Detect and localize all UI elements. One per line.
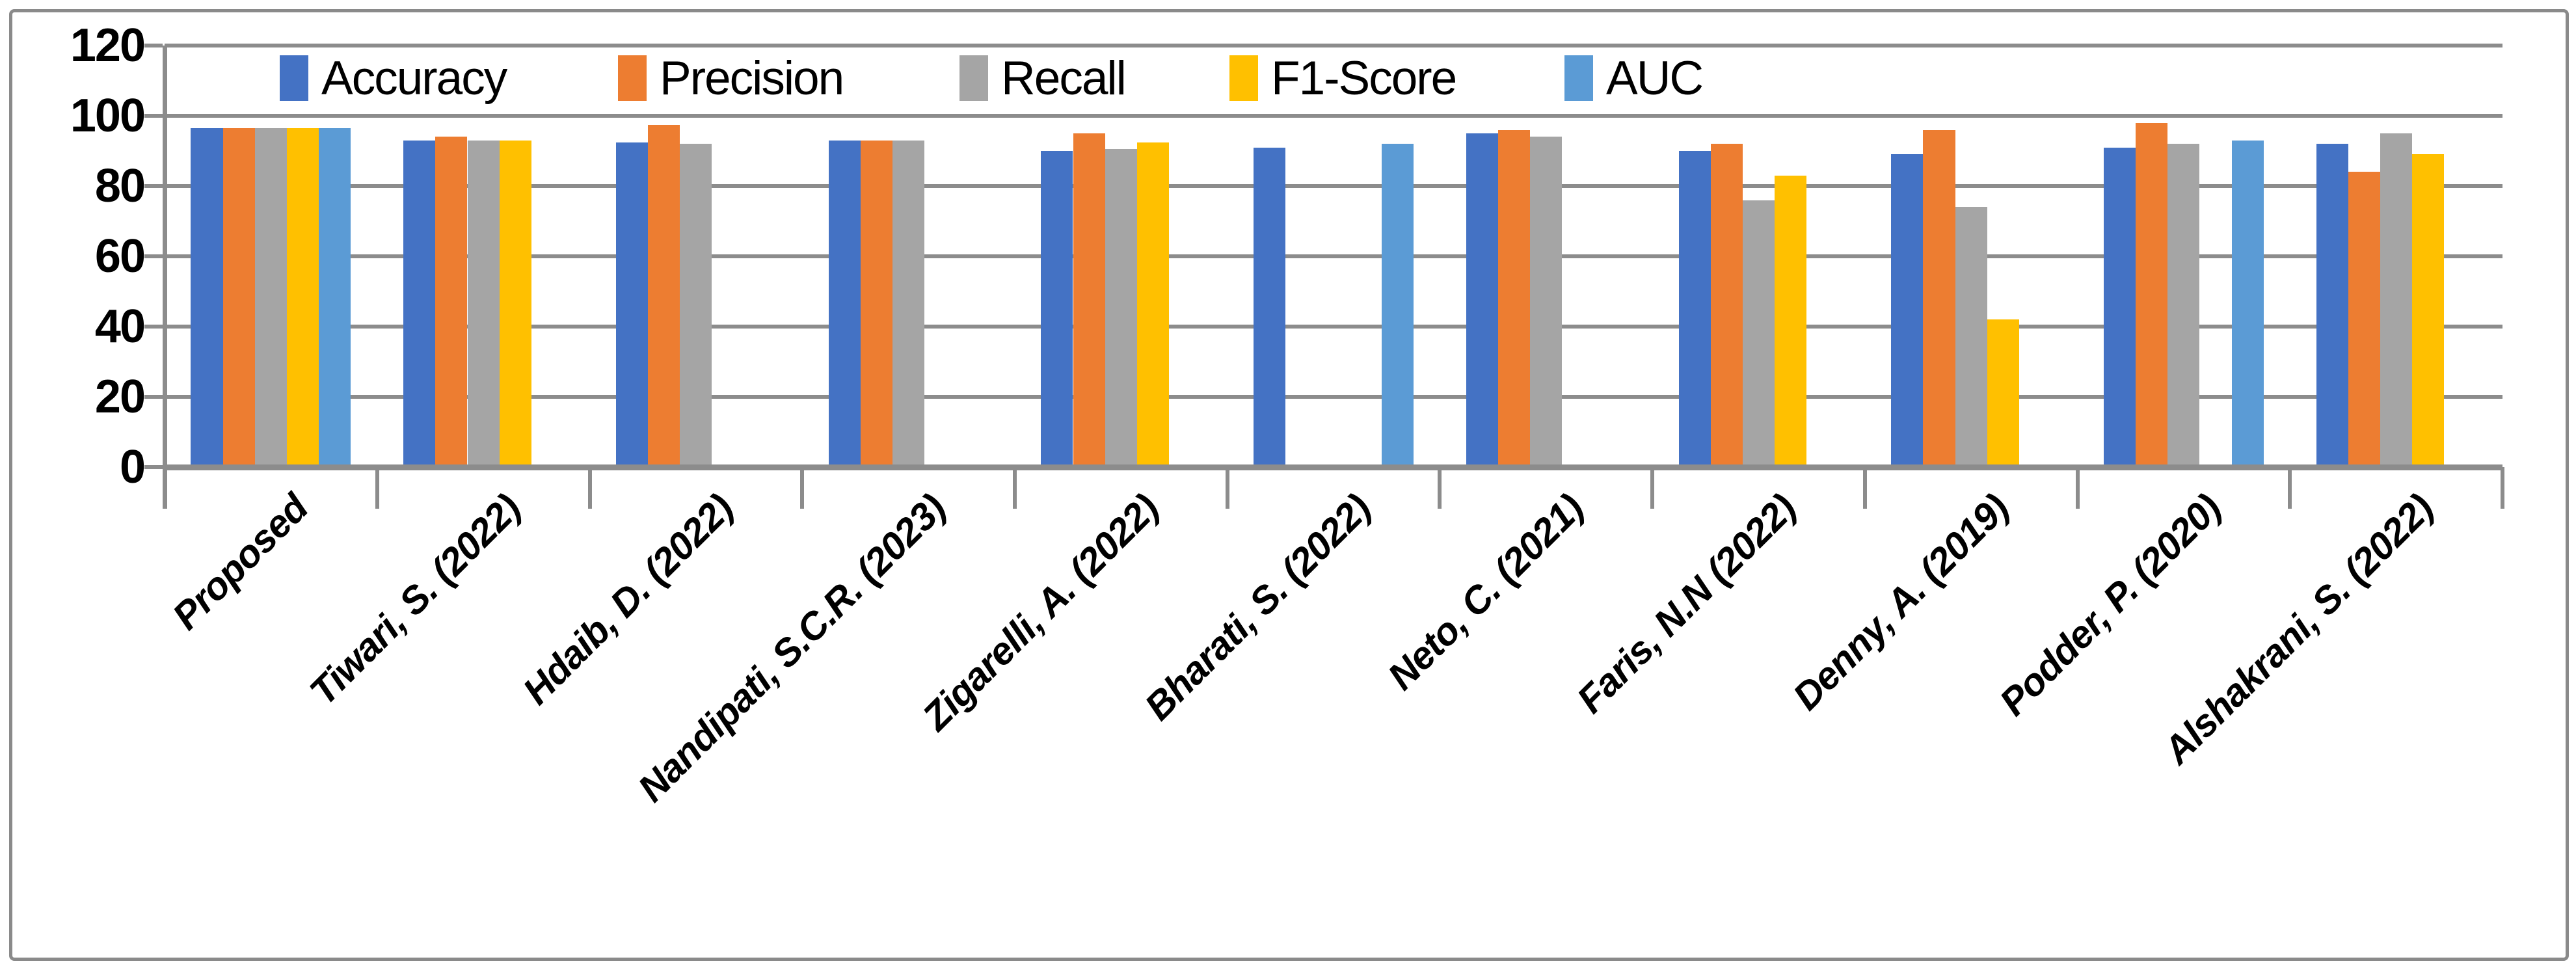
bar-recall-9 (1955, 207, 1987, 467)
bar-recall-1 (254, 128, 287, 467)
legend-swatch-auc (1564, 55, 1593, 101)
bar-auc-6 (1381, 144, 1414, 467)
bar-precision-1 (222, 128, 255, 467)
legend-item-f1-score: F1-Score (1229, 51, 1457, 105)
bar-recall-2 (467, 140, 500, 467)
bar-recall-8 (1742, 200, 1775, 467)
bar-accuracy-10 (2103, 147, 2136, 467)
legend-swatch-recall (959, 55, 988, 101)
x-axis-tick (1438, 467, 1442, 509)
legend-swatch-f1-score (1229, 55, 1258, 101)
x-category-label: Tiwari, S. (2022) (301, 486, 529, 714)
legend-swatch-accuracy (280, 55, 308, 101)
bar-precision-3 (648, 124, 680, 467)
y-axis-tick-label: 120 (70, 20, 146, 72)
y-gridline (165, 184, 2502, 188)
bar-precision-9 (1923, 129, 1955, 467)
x-axis-tick (2075, 467, 2080, 509)
y-axis-tick-label: 60 (94, 230, 146, 282)
y-axis-tick (144, 254, 163, 258)
bar-f1-score-9 (1987, 319, 2019, 467)
y-gridline (165, 325, 2502, 329)
y-axis-line (162, 46, 167, 509)
x-category-label: Bharati, S. (2022) (1136, 486, 1379, 729)
bar-recall-4 (892, 140, 925, 467)
x-category-label: Proposed (164, 486, 317, 638)
x-category-label: Zigarelli, A. (2022) (914, 486, 1167, 739)
y-gridline (165, 114, 2502, 118)
bar-precision-4 (860, 140, 892, 467)
bar-accuracy-5 (1041, 151, 1073, 467)
bar-accuracy-3 (615, 142, 648, 467)
y-axis-tick (144, 114, 163, 118)
bar-accuracy-9 (1891, 154, 1924, 467)
x-axis-tick (800, 467, 805, 509)
y-axis-tick (144, 44, 163, 47)
bar-precision-10 (2136, 122, 2168, 467)
bar-recall-5 (1105, 149, 1137, 467)
legend-label: Accuracy (321, 51, 507, 105)
bar-accuracy-8 (1678, 151, 1711, 467)
legend-swatch-precision (618, 55, 647, 101)
x-category-label: Hdaib, D. (2022) (515, 486, 742, 713)
legend-label: Precision (660, 51, 844, 105)
x-category-label: Neto, C. (2021) (1379, 486, 1592, 699)
bar-accuracy-6 (1254, 147, 1286, 467)
bar-accuracy-4 (828, 140, 861, 467)
bar-f1-score-5 (1136, 142, 1170, 467)
bar-f1-score-11 (2412, 154, 2445, 467)
y-axis-tick-label: 0 (119, 441, 146, 493)
x-category-label: Denny, A. (2019) (1784, 486, 2017, 719)
bar-accuracy-7 (1466, 133, 1498, 467)
x-category-label: Podder, P. (2020) (1991, 486, 2229, 724)
bar-f1-score-1 (287, 128, 319, 467)
bar-f1-score-2 (499, 140, 531, 467)
legend-label: F1-Score (1271, 51, 1457, 105)
x-axis-tick (375, 467, 379, 509)
bar-accuracy-2 (403, 140, 436, 467)
bar-precision-8 (1710, 144, 1743, 467)
bar-accuracy-1 (191, 128, 223, 467)
bar-recall-3 (680, 144, 712, 467)
bar-recall-10 (2167, 144, 2200, 467)
bar-f1-score-8 (1775, 175, 1807, 467)
legend-label: Recall (1001, 51, 1127, 105)
x-axis-tick (1225, 467, 1229, 509)
x-axis-tick (163, 467, 167, 509)
legend-item-recall: Recall (959, 51, 1127, 105)
bar-recall-7 (1530, 137, 1563, 467)
x-axis-tick (1862, 467, 1867, 509)
x-axis-tick (2288, 467, 2292, 509)
bar-precision-5 (1073, 133, 1105, 467)
y-axis-tick-label: 40 (94, 301, 146, 353)
x-category-label: Faris, N.N (2022) (1568, 486, 1805, 721)
x-axis-tick (1012, 467, 1017, 509)
x-axis-tick (1650, 467, 1655, 509)
x-axis-line (165, 464, 2502, 470)
legend-item-precision: Precision (618, 51, 844, 105)
legend-item-auc: AUC (1564, 51, 1704, 105)
y-gridline (165, 395, 2502, 399)
bar-precision-2 (435, 137, 468, 467)
bar-recall-11 (2380, 133, 2413, 467)
x-axis-tick (2501, 467, 2504, 509)
bar-accuracy-11 (2316, 144, 2348, 467)
bar-auc-1 (319, 128, 351, 467)
legend-label: AUC (1606, 51, 1704, 105)
bar-precision-11 (2348, 172, 2380, 467)
y-axis-tick-label: 80 (94, 160, 146, 212)
y-axis-tick-label: 100 (70, 90, 146, 142)
bar-precision-7 (1497, 129, 1531, 467)
y-gridline (165, 44, 2502, 47)
x-axis-tick (587, 467, 592, 509)
y-axis-tick (144, 465, 163, 469)
y-gridline (165, 254, 2502, 258)
y-axis-tick (144, 184, 163, 188)
bar-auc-10 (2231, 140, 2264, 467)
legend-item-accuracy: Accuracy (280, 51, 507, 105)
y-axis-tick (144, 325, 163, 329)
y-axis-tick-label: 20 (94, 371, 146, 423)
y-axis-tick (144, 395, 163, 399)
